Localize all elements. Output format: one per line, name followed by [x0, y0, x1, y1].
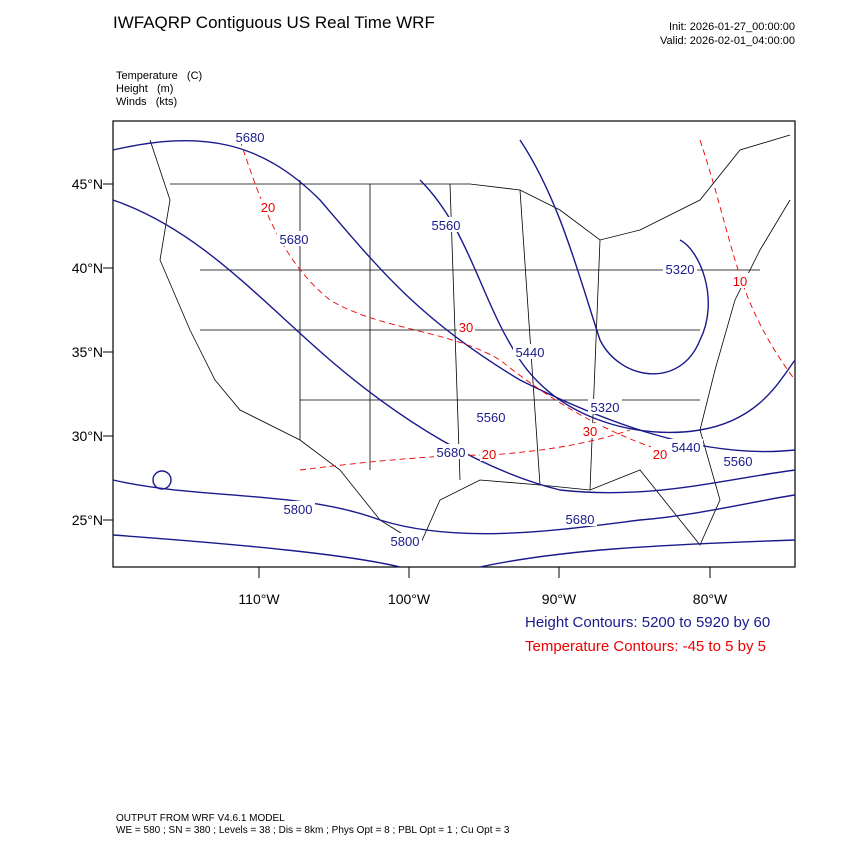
- contour: [419, 179, 796, 434]
- height-label: 5440: [516, 345, 545, 360]
- field-label: Temperature (C): [116, 70, 202, 82]
- legend-height: Height Contours: 5200 to 5920 by 60: [525, 614, 770, 631]
- lat-label: 25°N: [72, 512, 103, 528]
- contour: [112, 479, 796, 535]
- height-label: 5560: [477, 410, 506, 425]
- height-label: 5680: [236, 130, 265, 145]
- contour: [112, 534, 796, 568]
- height-label: 5680: [566, 512, 595, 527]
- height-contours: [112, 139, 796, 568]
- label-bg: [388, 533, 422, 548]
- contour: [699, 139, 796, 381]
- temperature-label: 20: [482, 447, 496, 462]
- lon-label: 90°W: [542, 591, 577, 607]
- label-bg: [457, 319, 475, 334]
- valid-time: Valid: 2026-02-01_04:00:00: [660, 35, 795, 47]
- coast: [149, 139, 421, 546]
- label-bg: [651, 446, 669, 461]
- state-lines: [200, 180, 760, 491]
- contour: [112, 199, 796, 494]
- height-label: 5440: [672, 440, 701, 455]
- temperature-label: 20: [261, 200, 275, 215]
- init-time: Init: 2026-01-27_00:00:00: [669, 21, 795, 33]
- label-bg: [474, 409, 508, 424]
- borders: [149, 134, 791, 546]
- lat-label: 45°N: [72, 176, 103, 192]
- temperature-label: 20: [653, 447, 667, 462]
- lat-label: 40°N: [72, 260, 103, 276]
- height-label: 5680: [280, 232, 309, 247]
- label-bg: [429, 217, 463, 232]
- lon-label: 110°W: [238, 591, 280, 607]
- label-bg: [588, 399, 622, 414]
- label-bg: [669, 439, 703, 454]
- label-bg: [731, 273, 749, 288]
- coast: [419, 199, 791, 546]
- label-bg: [513, 344, 547, 359]
- height-label: 5800: [391, 534, 420, 549]
- label-bg: [581, 423, 599, 438]
- footer-line: WE = 580 ; SN = 380 ; Levels = 38 ; Dis …: [116, 825, 510, 836]
- lon-label: 100°W: [388, 591, 431, 607]
- height-label: 5320: [591, 400, 620, 415]
- label-bg: [721, 453, 755, 468]
- height-label: 5560: [432, 218, 461, 233]
- label-bg: [563, 511, 597, 526]
- map-area: [112, 120, 796, 568]
- contour: [152, 470, 172, 490]
- map-frame: [112, 120, 796, 568]
- height-label: 5320: [666, 262, 695, 277]
- contour: [239, 139, 661, 451]
- temperature-label: 10: [733, 274, 747, 289]
- lat-label: 35°N: [72, 344, 103, 360]
- label-bg: [233, 129, 267, 144]
- label-bg: [480, 446, 498, 461]
- field-label: Height (m): [116, 83, 173, 95]
- height-label: 5800: [284, 502, 313, 517]
- label-bg: [281, 501, 315, 516]
- label-bg: [277, 231, 311, 246]
- field-label: Winds (kts): [116, 96, 177, 108]
- height-label: 5680: [437, 445, 466, 460]
- temperature-label: 30: [459, 320, 473, 335]
- label-bg: [434, 444, 468, 459]
- title: IWFAQRP Contiguous US Real Time WRF: [113, 13, 435, 32]
- height-label: 5560: [724, 454, 753, 469]
- contour: [519, 139, 709, 375]
- legend-temperature: Temperature Contours: -45 to 5 by 5: [525, 638, 766, 655]
- contour: [112, 139, 796, 453]
- temperature-label: 30: [583, 424, 597, 439]
- footer-line: OUTPUT FROM WRF V4.6.1 MODEL: [116, 813, 285, 824]
- label-bg: [259, 199, 277, 214]
- label-bg: [663, 261, 697, 276]
- lat-label: 30°N: [72, 428, 103, 444]
- lon-label: 80°W: [693, 591, 728, 607]
